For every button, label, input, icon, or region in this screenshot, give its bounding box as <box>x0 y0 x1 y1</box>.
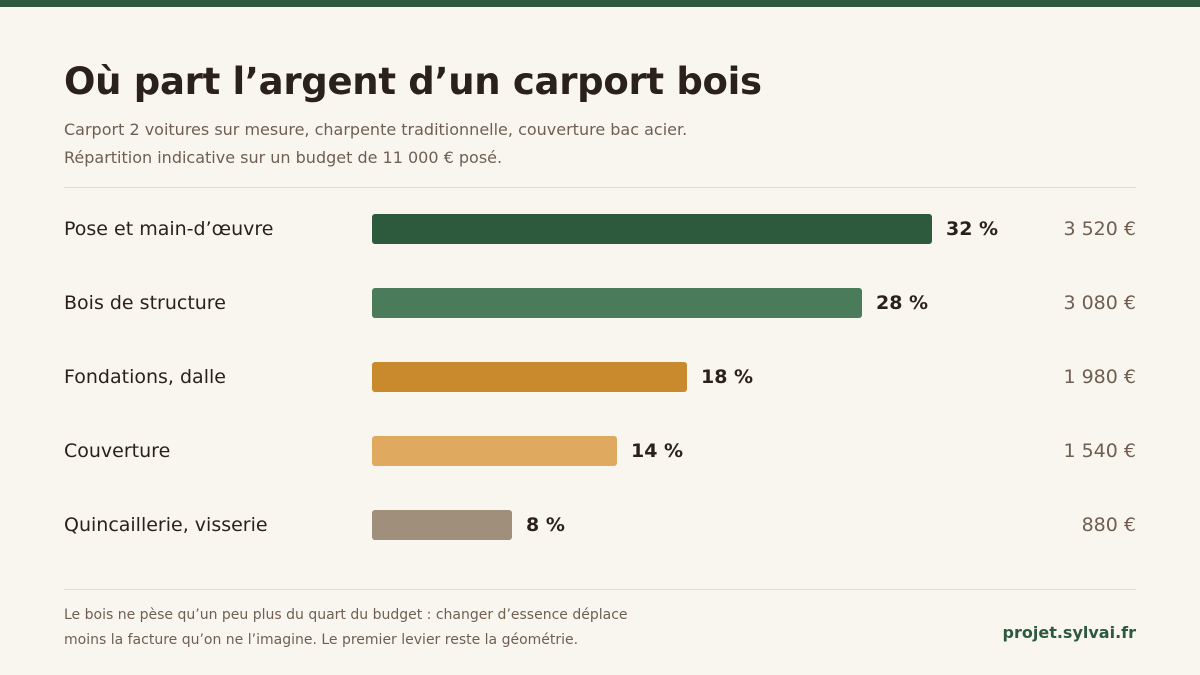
category-label: Quincaillerie, visserie <box>64 514 268 536</box>
amount-label: 3 520 € <box>1063 218 1136 240</box>
category-label: Pose et main-d’œuvre <box>64 218 274 240</box>
source-link[interactable]: projet.sylvai.fr <box>1002 623 1136 642</box>
footnote-line-2: moins la facture qu’on ne l’imagine. Le … <box>64 632 579 648</box>
category-label: Couverture <box>64 440 171 462</box>
chart-row: Pose et main-d’œuvre 32 % 3 520 € <box>0 214 1200 244</box>
chart-row: Quincaillerie, visserie 8 % 880 € <box>0 510 1200 540</box>
bottom-divider <box>64 589 1136 590</box>
percent-label: 32 % <box>946 218 999 240</box>
chart-row: Fondations, dalle 18 % 1 980 € <box>0 362 1200 392</box>
subtitle: Carport 2 voitures sur mesure, charpente… <box>64 116 687 172</box>
bar <box>372 510 512 540</box>
amount-label: 1 540 € <box>1063 440 1136 462</box>
footnote: Le bois ne pèse qu’un peu plus du quart … <box>64 603 628 653</box>
amount-label: 1 980 € <box>1063 366 1136 388</box>
top-divider <box>64 187 1136 188</box>
amount-label: 880 € <box>1081 514 1136 536</box>
page-title: Où part l’argent d’un carport bois <box>64 60 762 103</box>
chart-row: Couverture 14 % 1 540 € <box>0 436 1200 466</box>
bar <box>372 288 862 318</box>
percent-label: 18 % <box>701 366 754 388</box>
category-label: Bois de structure <box>64 292 226 314</box>
bar <box>372 436 617 466</box>
category-label: Fondations, dalle <box>64 366 226 388</box>
bar <box>372 362 687 392</box>
amount-label: 3 080 € <box>1063 292 1136 314</box>
percent-label: 14 % <box>631 440 684 462</box>
top-accent-stripe <box>0 0 1200 7</box>
percent-label: 28 % <box>876 292 929 314</box>
subtitle-line-2: Répartition indicative sur un budget de … <box>64 148 503 167</box>
percent-label: 8 % <box>526 514 565 536</box>
subtitle-line-1: Carport 2 voitures sur mesure, charpente… <box>64 120 688 139</box>
footnote-line-1: Le bois ne pèse qu’un peu plus du quart … <box>64 607 628 623</box>
bar <box>372 214 932 244</box>
chart-row: Bois de structure 28 % 3 080 € <box>0 288 1200 318</box>
